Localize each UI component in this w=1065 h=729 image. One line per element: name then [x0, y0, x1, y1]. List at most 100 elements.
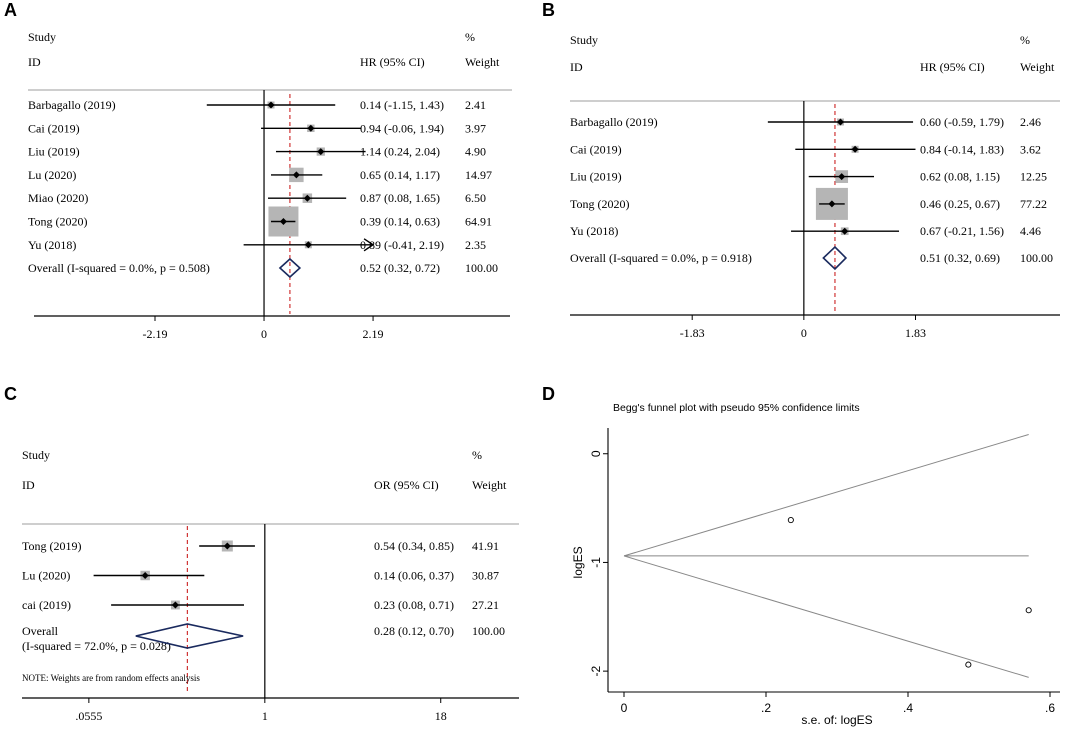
study-point [304, 241, 312, 249]
study-weight: 14.97 [465, 168, 492, 182]
study-weight: 4.90 [465, 145, 486, 159]
overall-estimate-ci: 0.52 (0.32, 0.72) [360, 261, 440, 275]
study-estimate-ci: 1.14 (0.24, 2.04) [360, 145, 440, 159]
header-percent: % [465, 30, 475, 44]
study-name: Yu (2018) [28, 238, 76, 252]
study-name: Barbagallo (2019) [28, 98, 116, 112]
overall-weight: 100.00 [472, 624, 505, 638]
study-estimate-ci: 0.65 (0.14, 1.17) [360, 168, 440, 182]
funnel-plot-d: Begg's funnel plot with pseudo 95% confi… [571, 402, 1060, 727]
study-weight: 6.50 [465, 191, 486, 205]
study-weight: 2.35 [465, 238, 486, 252]
study-estimate-ci: 0.54 (0.34, 0.85) [374, 539, 454, 553]
study-name: Liu (2019) [570, 170, 622, 184]
overall-heterogeneity: (I-squared = 72.0%, p = 0.028) [22, 639, 171, 653]
study-name: Yu (2018) [570, 224, 618, 238]
x-tick-label: 0 [261, 327, 267, 340]
overall-diamond [278, 257, 302, 279]
x-tick-label: 1 [262, 709, 268, 723]
study-name: Tong (2020) [28, 215, 87, 229]
header-ci: HR (95% CI) [920, 60, 985, 74]
panel-label-c: C [4, 384, 17, 404]
overall-weight: 100.00 [1020, 251, 1053, 265]
header-weight: Weight [465, 55, 500, 69]
study-name: Tong (2019) [22, 539, 81, 553]
header-id: ID [28, 55, 41, 69]
x-axis-label: s.e. of: logES [801, 713, 872, 727]
overall-label: Overall [22, 624, 59, 638]
upper-confidence-limit [623, 433, 1029, 557]
overall-diamond [822, 245, 848, 271]
header-weight: Weight [1020, 60, 1055, 74]
study-point [141, 572, 149, 579]
study-name: Cai (2019) [28, 121, 80, 135]
study-point [267, 101, 275, 109]
study-estimate-ci: 0.39 (0.14, 0.63) [360, 215, 440, 229]
study-point [279, 218, 287, 225]
overall-estimate-ci: 0.51 (0.32, 0.69) [920, 251, 1000, 265]
x-tick-label: 1.83 [905, 326, 926, 340]
study-estimate-ci: 0.62 (0.08, 1.15) [920, 170, 1000, 184]
forest-plot-a: Study % ID HR (95% CI) Weight Barbagallo (201… [28, 30, 512, 340]
forest-plot-c: Study % ID OR (95% CI) Weight Tong (2019) 0.54… [22, 448, 519, 723]
header-weight: Weight [472, 478, 507, 492]
header-study: Study [570, 33, 598, 47]
study-name: Barbagallo (2019) [570, 115, 658, 129]
study-name: Cai (2019) [570, 142, 622, 156]
x-tick-label: .6 [1045, 701, 1055, 715]
study-point [292, 171, 300, 179]
study-name: cai (2019) [22, 598, 71, 612]
study-estimate-ci: 0.94 (-0.06, 1.94) [360, 121, 444, 135]
header-id: ID [22, 478, 35, 492]
study-weight: 41.91 [472, 539, 499, 553]
x-tick-label: 2.19 [363, 327, 384, 340]
x-tick-label: -2.19 [143, 327, 168, 340]
x-tick-label: 0 [621, 701, 628, 715]
study-weight: 2.41 [465, 98, 486, 112]
study-point [307, 124, 315, 132]
y-axis-label: logES [571, 546, 585, 578]
panel-label-d: D [542, 384, 555, 404]
lower-confidence-limit [623, 555, 1029, 678]
x-tick-label: 18 [435, 709, 447, 723]
study-estimate-ci: 0.84 (-0.14, 1.83) [920, 142, 1004, 156]
study-name: Lu (2020) [28, 168, 76, 182]
x-tick-label: 0 [801, 326, 807, 340]
study-weight: 3.62 [1020, 142, 1041, 156]
study-estimate-ci: 0.46 (0.25, 0.67) [920, 197, 1000, 211]
overall-diamond [135, 623, 244, 649]
x-tick-label: .4 [903, 701, 913, 715]
study-point [841, 227, 849, 235]
study-name: Liu (2019) [28, 145, 80, 159]
header-percent: % [472, 448, 482, 462]
study-point [223, 542, 231, 550]
x-tick-label: -1.83 [680, 326, 705, 340]
y-tick-label: -2 [589, 665, 603, 676]
panel-label-b: B [542, 0, 555, 20]
study-name: Tong (2020) [570, 197, 629, 211]
study-estimate-ci: 0.67 (-0.21, 1.56) [920, 224, 1004, 238]
study-weight: 2.46 [1020, 115, 1041, 129]
study-estimate-ci: 0.87 (0.08, 1.65) [360, 191, 440, 205]
x-tick-label: .2 [761, 701, 771, 715]
header-id: ID [570, 60, 583, 74]
header-study: Study [22, 448, 50, 462]
header-ci: HR (95% CI) [360, 55, 425, 69]
panel-label-a: A [4, 0, 17, 20]
study-point [851, 145, 859, 153]
y-tick-label: -1 [589, 557, 603, 568]
study-weight: 27.21 [472, 598, 499, 612]
study-estimate-ci: 0.23 (0.08, 0.71) [374, 598, 454, 612]
study-name: Miao (2020) [28, 191, 88, 205]
ci-arrow-icon [363, 238, 375, 252]
study-estimate-ci: 0.60 (-0.59, 1.79) [920, 115, 1004, 129]
study-estimate-ci: 0.14 (0.06, 0.37) [374, 569, 454, 583]
study-point [836, 118, 844, 126]
overall-label: Overall (I-squared = 0.0%, p = 0.508) [28, 261, 210, 275]
chart-title: Begg's funnel plot with pseudo 95% confi… [613, 402, 860, 414]
study-point [317, 148, 325, 156]
footnote: NOTE: Weights are from random effects an… [22, 673, 200, 683]
study-weight: 4.46 [1020, 224, 1041, 238]
study-point [828, 200, 836, 208]
header-ci: OR (95% CI) [374, 478, 439, 492]
